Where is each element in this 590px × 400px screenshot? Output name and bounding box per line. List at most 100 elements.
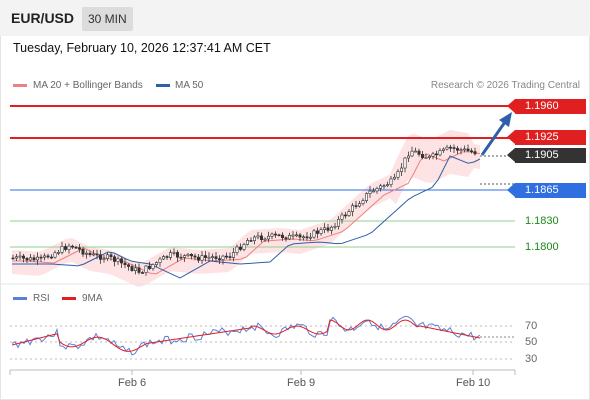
candle-body [193, 255, 197, 258]
candle-body [263, 238, 267, 241]
candle-body [246, 240, 250, 245]
candle-body [322, 227, 326, 230]
candle-body [273, 233, 277, 236]
last-price-tag: 1.1905 [507, 148, 586, 163]
candle-body [459, 149, 463, 151]
candle-body [137, 267, 141, 273]
candle-body [204, 255, 208, 258]
candle-body [144, 265, 148, 273]
candle-body [179, 256, 183, 259]
candle-body [42, 255, 46, 258]
candle-body [462, 148, 466, 151]
candle-body [99, 254, 103, 260]
rsi-line [11, 315, 481, 356]
bollinger-band-area [12, 130, 480, 288]
candle-body [225, 255, 229, 258]
candle-body [162, 256, 166, 260]
candle-body [148, 265, 152, 269]
candle-body [235, 246, 239, 253]
x-label-feb9: Feb 9 [287, 377, 316, 389]
candle-body [130, 266, 134, 271]
candle-body [445, 146, 449, 150]
ma50-line [12, 155, 481, 279]
candle-body [438, 150, 442, 156]
candle-body [385, 184, 389, 186]
candle-body [46, 255, 50, 258]
candle-body [85, 252, 89, 255]
symbol-title: EUR/USD [11, 10, 75, 26]
legend-ma20: MA 20 + Bollinger Bands [33, 80, 143, 91]
candle-body [301, 236, 305, 239]
candle-body [368, 190, 372, 194]
candle-body [410, 150, 414, 157]
candle-body [291, 234, 295, 237]
candle-body [106, 254, 110, 259]
candle-body [354, 205, 358, 207]
candle-body [473, 151, 477, 155]
candle-body [396, 171, 400, 178]
candle-body [214, 256, 218, 259]
legend-ma50: MA 50 [175, 80, 204, 91]
candle-body [25, 257, 29, 261]
candle-body [308, 236, 312, 239]
candle-body [197, 256, 201, 261]
candle-body [155, 262, 159, 265]
candle-body [60, 246, 64, 253]
candle-body [242, 244, 246, 250]
candle-body [424, 157, 428, 159]
legend-rsi: RSI [33, 293, 50, 304]
candle-body [298, 234, 302, 238]
candle-body [357, 203, 361, 207]
legend-ma9: 9MA [82, 293, 103, 304]
candle-body [319, 229, 323, 234]
candle-body [280, 234, 284, 238]
candle-body [326, 227, 330, 231]
candle-body [228, 256, 232, 258]
research-credit: Research © 2026 Trading Central [430, 80, 580, 91]
candle-body [266, 235, 270, 240]
candle-body [56, 252, 60, 254]
timeframe-button[interactable]: 30 MIN [82, 7, 133, 31]
candle-body [35, 256, 39, 261]
candle-body [406, 155, 410, 159]
candle-body [431, 153, 435, 157]
candle-body [287, 234, 291, 240]
candle-body [333, 225, 337, 228]
candle-body [32, 257, 36, 261]
forecast-arrow [480, 121, 507, 156]
resistance-1-tag: 1.1925 [507, 130, 586, 145]
candle-body [71, 245, 75, 248]
candle-body [183, 255, 187, 258]
candle-body [141, 272, 145, 274]
candle-body [371, 190, 375, 193]
candle-body [253, 236, 257, 241]
candle-body [207, 256, 211, 259]
candle-body [102, 258, 106, 260]
candle-body [455, 148, 459, 151]
candle-body [343, 214, 347, 217]
candle-body [382, 185, 386, 187]
bollinger-band [12, 130, 480, 288]
candle-body [53, 252, 57, 258]
candle-body [347, 211, 351, 216]
rsi-level-70: 70 [525, 320, 538, 332]
candle-body [134, 267, 138, 271]
candle-body [466, 148, 470, 152]
candle-body [176, 252, 180, 258]
candle-body [151, 264, 155, 269]
rsi-ma9-line [11, 319, 481, 352]
candle-body [364, 193, 368, 201]
candle-body [211, 256, 215, 258]
candle-body [294, 234, 298, 237]
candle-body [11, 257, 15, 260]
candle-body [413, 150, 417, 153]
candle-body [200, 255, 204, 261]
candle-body [392, 176, 396, 180]
support-1-label: 1.1830 [525, 215, 559, 227]
timestamp: Tuesday, February 10, 2026 12:37:41 AM C… [13, 41, 271, 55]
support-2-label: 1.1800 [525, 241, 559, 253]
candle-body [259, 235, 263, 240]
candle-body [28, 257, 32, 261]
candle-body [378, 185, 382, 189]
